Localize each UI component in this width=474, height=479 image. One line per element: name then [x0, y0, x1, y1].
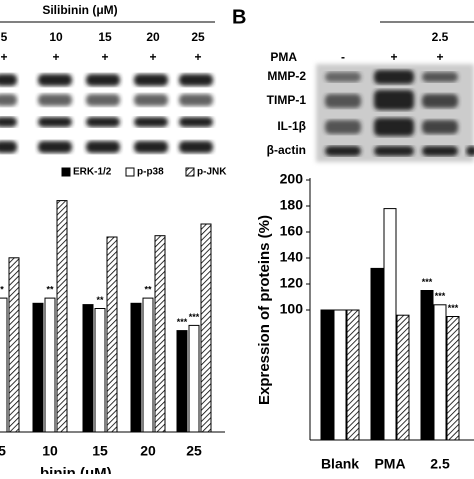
x-tick-label: 2.5: [430, 456, 450, 472]
y-tick-label: 180: [280, 197, 304, 213]
significance: ***: [177, 317, 188, 327]
pma-sign: -: [341, 50, 345, 64]
bar: [333, 309, 347, 441]
bar: [396, 314, 410, 441]
panel-label: B: [232, 6, 246, 28]
x-tick-label: 25: [186, 443, 202, 459]
pma-sign: +: [436, 50, 443, 64]
x-tick-label: 20: [140, 443, 156, 459]
x-axis-label: binin (μM): [40, 465, 112, 474]
legend-swatch: [125, 167, 135, 177]
bar: [188, 324, 200, 433]
row-label: β-actin: [267, 143, 306, 157]
bar: [383, 208, 397, 441]
x-tick-label: 10: [42, 443, 58, 459]
lane-sign: +: [52, 50, 59, 64]
blot-a: Silibinin (μM): [0, 3, 215, 153]
y-tick-label: 160: [280, 223, 304, 239]
legend-swatch: [61, 167, 71, 177]
y-axis-label: Expression of proteins (%): [256, 215, 273, 405]
y-tick-label: 120: [280, 275, 304, 291]
lane-label: 10: [49, 30, 63, 44]
bar: [32, 302, 44, 433]
dose-label: 2.5: [432, 30, 449, 44]
bar: [176, 330, 188, 433]
significance: ***: [422, 277, 433, 287]
lane-sign: +: [149, 50, 156, 64]
x-tick-label: Blank: [321, 456, 359, 472]
x-tick-label: PMA: [374, 456, 405, 472]
bar: [8, 257, 20, 433]
significance: **: [46, 284, 54, 294]
row-label: IL-1β: [277, 119, 306, 133]
blot-bands: [0, 74, 213, 153]
lane-sign: +: [194, 50, 201, 64]
legend-swatch: [185, 167, 195, 177]
bar: [106, 236, 118, 433]
y-tick-label: 140: [280, 249, 304, 265]
pma-label: PMA: [270, 50, 297, 64]
legend-label: p-JNK: [197, 167, 227, 178]
significance: ***: [448, 303, 459, 313]
bar: [320, 309, 334, 441]
legend-label: p-p38: [137, 167, 164, 178]
bar: [346, 309, 360, 441]
blot-header: Silibinin (μM): [42, 3, 117, 17]
lane-sign: +: [101, 50, 108, 64]
pma-sign: +: [390, 50, 397, 64]
lane-label: 5: [1, 30, 8, 44]
blot-b: B 2.5 PMA - + + MMP-2 TIMP-1 IL-1β β-act…: [232, 6, 474, 162]
bar: [142, 297, 154, 433]
significance: **: [144, 284, 152, 294]
bar: [154, 235, 166, 433]
y-tick-label: 200: [280, 171, 304, 187]
blot-bands: [316, 64, 474, 162]
lane-label: 20: [146, 30, 160, 44]
legend-label: ERK-1/2: [73, 167, 112, 178]
significance: ***: [189, 312, 200, 322]
bar: [420, 290, 434, 441]
lane-label: 15: [98, 30, 112, 44]
significance: ***: [435, 291, 446, 301]
bar: [370, 267, 384, 441]
bar: [130, 302, 142, 433]
bar: [433, 304, 447, 441]
bar: [0, 297, 8, 433]
y-tick-label: 100: [280, 301, 304, 317]
lane-label: 25: [191, 30, 205, 44]
significance: *: [0, 284, 4, 294]
row-label: TIMP-1: [267, 93, 307, 107]
bar: [200, 223, 212, 433]
significance: **: [96, 295, 104, 305]
x-tick-label: 15: [92, 443, 108, 459]
x-tick-label: 5: [0, 443, 6, 459]
bar: [44, 297, 56, 433]
bar: [82, 304, 94, 433]
bar: [94, 308, 106, 433]
bar: [56, 200, 68, 433]
row-label: MMP-2: [267, 69, 306, 83]
lane-sign: +: [0, 50, 7, 64]
bar: [446, 316, 460, 441]
